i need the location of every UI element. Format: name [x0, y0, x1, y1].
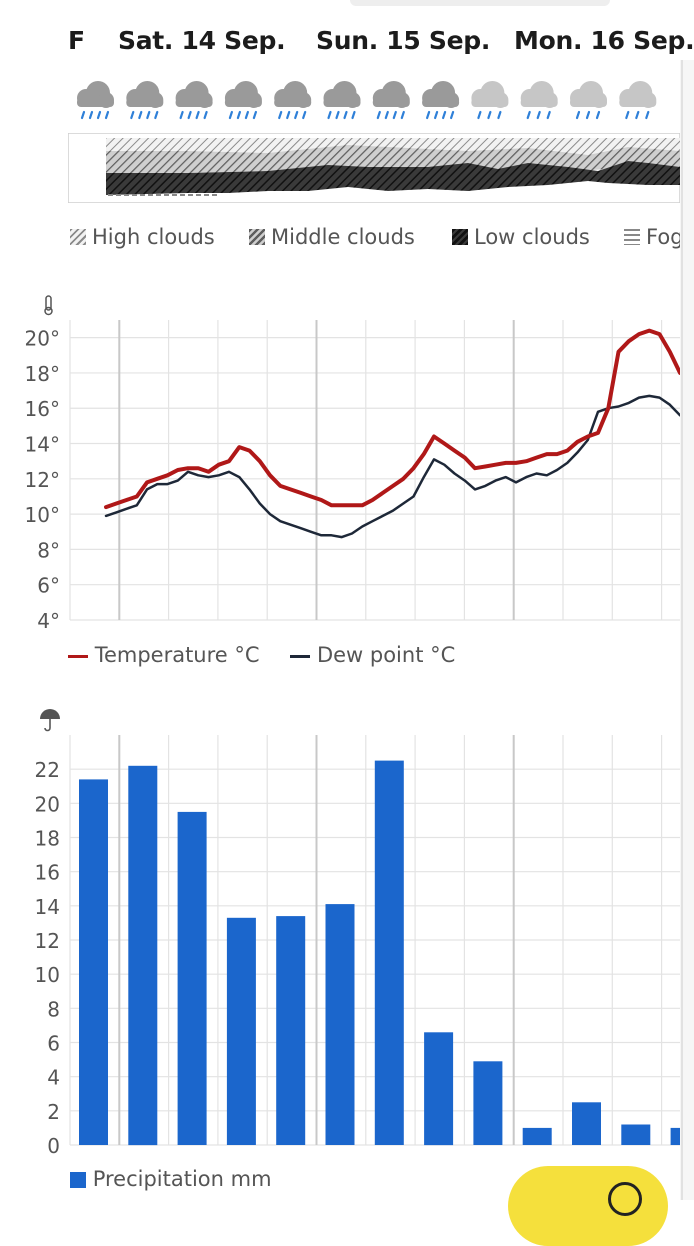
weather-icons — [77, 81, 657, 120]
cloud-legend: High clouds Middle clouds Low clouds Fog — [68, 223, 684, 257]
temperature-line — [104, 328, 680, 510]
top-tab-handle[interactable] — [350, 0, 610, 6]
temp-ytick-label: 20° — [25, 327, 60, 351]
legend-low-clouds-label: Low clouds — [474, 225, 590, 249]
weather-icon-row — [70, 80, 680, 124]
scrollbar-svg — [680, 60, 694, 1200]
precipitation-bar — [177, 811, 207, 1145]
dew-point-line — [104, 394, 680, 539]
rain-cloud-icon — [323, 81, 361, 120]
temp-series-legend: Temperature °C Dew point °C — [68, 643, 455, 667]
temp-ytick-label: 18° — [25, 362, 60, 386]
legend-low-clouds: Low clouds — [452, 225, 590, 249]
umbrella-icon — [40, 709, 60, 732]
rain-cloud-icon — [175, 81, 213, 120]
precip-ytick-label: 4 — [47, 1066, 60, 1090]
low-cloud-layer — [106, 161, 680, 195]
rain-cloud-icon — [77, 81, 114, 120]
ball-icon — [608, 1182, 642, 1216]
dewpoint-legend-label: Dew point °C — [316, 643, 456, 667]
rain-cloud-icon — [471, 81, 509, 120]
precipitation-bar — [424, 1032, 454, 1146]
precipitation-legend-label: Precipitation mm — [92, 1167, 272, 1191]
legend-fog-label: Fog — [646, 225, 684, 249]
precipitation-bar — [79, 779, 108, 1145]
cloud-layer-chart — [67, 132, 681, 204]
temp-ytick-label: 6° — [37, 574, 60, 598]
rain-cloud-icon — [422, 81, 460, 120]
temp-ytick-label: 10° — [25, 503, 60, 527]
precipitation-bar — [128, 765, 158, 1146]
rain-cloud-icon — [520, 81, 558, 120]
precipitation-bar — [621, 1124, 651, 1145]
precipitation-bar — [374, 760, 404, 1145]
day-label-sun: Sun. 15 Sep. — [316, 26, 491, 55]
low-clouds-swatch — [452, 229, 468, 245]
thermometer-icon — [44, 295, 53, 316]
rain-cloud-icon — [570, 81, 607, 120]
legend-middle-clouds-label: Middle clouds — [271, 225, 415, 249]
precip-ytick-label: 12 — [35, 929, 60, 953]
rain-cloud-icon — [224, 81, 262, 120]
middle-clouds-swatch — [249, 229, 265, 245]
temp-ytick-label: 12° — [25, 468, 60, 492]
temperature-chart: 20° 18° 16° 14° 12° 10° 8° 6° 4° — [25, 295, 680, 633]
precip-series-legend: Precipitation mm — [70, 1167, 272, 1191]
temperature-legend-swatch — [68, 654, 88, 658]
rain-cloud-icon — [619, 81, 657, 120]
day-header: F Sat. 14 Sep. Sun. 15 Sep. Mon. 16 Sep. — [0, 20, 694, 64]
precipitation-legend-swatch — [70, 1172, 86, 1188]
rain-cloud-icon — [274, 81, 312, 120]
legend-high-clouds: High clouds — [70, 225, 215, 249]
cloud-layer-svg — [67, 132, 681, 204]
precip-ytick-label: 22 — [35, 758, 60, 782]
precipitation-bar — [276, 916, 306, 1145]
precipitation-bar — [670, 1127, 680, 1145]
precip-ytick-label: 0 — [47, 1134, 60, 1158]
high-clouds-swatch — [70, 229, 86, 245]
precip-ytick-label: 8 — [47, 997, 60, 1021]
day-label-mon: Mon. 16 Sep. — [514, 26, 694, 55]
legend-high-clouds-label: High clouds — [92, 225, 215, 249]
legend-fog: Fog — [624, 225, 684, 249]
precipitation-bar — [226, 917, 256, 1145]
precip-ytick-label: 14 — [35, 895, 60, 919]
legend-middle-clouds: Middle clouds — [249, 225, 415, 249]
day-label-sat: Sat. 14 Sep. — [118, 26, 286, 55]
temperature-legend-label: Temperature °C — [94, 643, 260, 667]
dewpoint-legend-swatch — [290, 654, 311, 658]
precip-ytick-label: 6 — [47, 1032, 60, 1056]
precipitation-bar — [473, 1061, 503, 1145]
precip-ytick-label: 20 — [35, 792, 60, 816]
precipitation-bar — [522, 1127, 552, 1145]
precipitation-bar — [325, 904, 355, 1145]
rain-cloud-icon — [372, 81, 410, 120]
precip-ytick-label: 16 — [35, 861, 60, 885]
floating-action-button[interactable] — [508, 1166, 668, 1246]
temp-ytick-label: 4° — [37, 609, 60, 633]
precip-ytick-label: 18 — [35, 827, 60, 851]
temp-ytick-label: 16° — [25, 397, 60, 421]
scrollbar[interactable] — [680, 40, 694, 1200]
precip-ytick-label: 2 — [47, 1100, 60, 1124]
temp-ytick-label: 14° — [25, 433, 60, 457]
precip-ytick-label: 10 — [35, 963, 60, 987]
fog-swatch — [624, 229, 640, 245]
precipitation-bar — [572, 1102, 601, 1145]
unit-label[interactable]: F — [68, 26, 85, 55]
rain-cloud-icon — [126, 81, 164, 120]
temp-ytick-label: 8° — [37, 538, 60, 562]
